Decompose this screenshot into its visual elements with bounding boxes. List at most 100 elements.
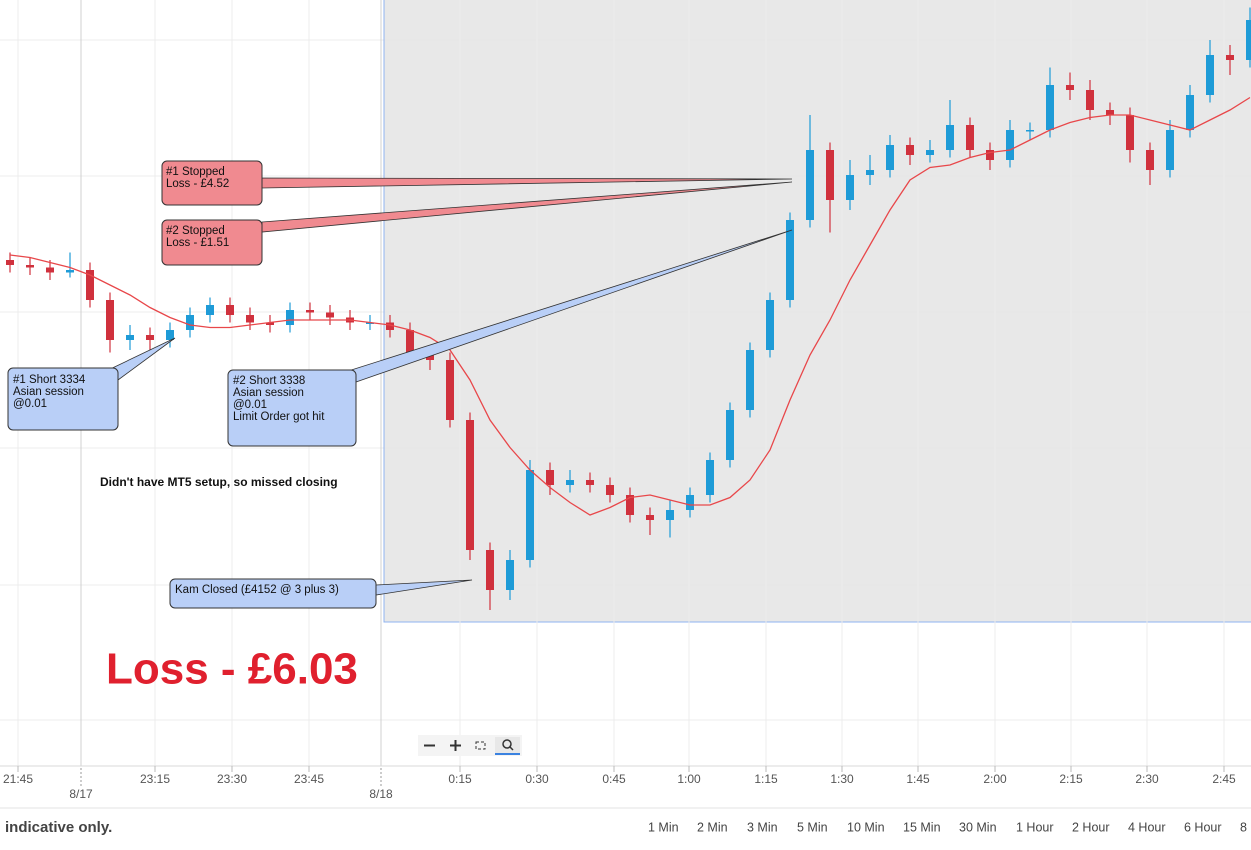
candle-body [306,310,314,313]
x-tick-label: 2:00 [983,772,1007,786]
zoom-out[interactable] [420,737,440,754]
interval-button[interactable]: 8 Hour [1240,820,1251,834]
candle-body [846,175,854,200]
annotation-line: @0.01 [13,398,47,410]
x-tick-label: 1:00 [677,772,701,786]
annotation-line: Kam Closed (£4152 @ 3 plus 3) [175,584,339,596]
candle-body [106,300,114,340]
interval-button[interactable]: 2 Min [697,820,728,834]
annotation-line: @0.01 [233,399,267,411]
interval-button[interactable]: 30 Min [959,820,997,834]
candle-body [766,300,774,350]
annotation-line: #2 Short 3338 [233,375,305,387]
callout-box [169,578,377,609]
candle-body [646,515,654,520]
zoom-controls [418,735,522,756]
annotation-line: Asian session [13,386,84,398]
candle-body [186,315,194,330]
candle-body [826,150,834,200]
plot [6,7,1251,610]
annotation-line: #1 Stopped [166,166,225,178]
interval-button[interactable]: 10 Min [847,820,885,834]
candle-body [1106,110,1114,115]
callout-box [7,367,119,431]
interval-button[interactable]: 6 Hour [1184,820,1222,834]
candle-body [1046,85,1054,130]
candle-body [546,470,554,485]
candle-body [966,125,974,150]
candle-body [1166,130,1174,170]
candle-body [886,145,894,170]
candle-body [986,150,994,160]
candle-body [126,335,134,340]
date-tick-label: 8/17 [69,787,93,801]
annotation-line: Loss - £1.51 [166,237,229,249]
x-tick-label: 2:45 [1212,772,1236,786]
interval-button[interactable]: 4 Hour [1128,820,1166,834]
candle-body [246,315,254,323]
candle-body [806,150,814,220]
candle-body [446,360,454,420]
vgrid-layer [17,0,1225,766]
candle-body [1246,20,1251,60]
candle-body [1186,95,1194,130]
annotation-line: Limit Order got hit [233,411,325,423]
candle-body [586,480,594,485]
x-tick-label: 0:30 [525,772,549,786]
interval-button[interactable]: 1 Min [648,820,679,834]
candle-body [366,322,374,324]
note: Didn't have MT5 setup, so missed closing [100,475,338,489]
candle-body [1206,55,1214,95]
annotation-line: Loss - £4.52 [166,178,229,190]
candle-body [866,170,874,175]
candle-body [626,495,634,515]
candle-body [166,330,174,340]
candle-body [606,485,614,495]
candle-body [226,305,234,315]
zoom-fit[interactable] [470,737,490,754]
candle-body [66,270,74,273]
x-tick-label: 1:15 [754,772,778,786]
disclaimer: indicative only. [5,819,112,836]
candle-body [906,145,914,155]
x-tick-label: 23:30 [217,772,247,786]
moving-average [9,96,1251,516]
candle-body [1146,150,1154,170]
candle-body [86,270,94,300]
candle-body [1066,85,1074,90]
candle-body [666,510,674,520]
candle-body [286,310,294,325]
candle-body [206,305,214,315]
candle-body [566,480,574,485]
candle-body [946,125,954,150]
x-tick-label: 0:45 [602,772,626,786]
annotation-line: #2 Stopped [166,225,225,237]
candle-body [386,322,394,330]
interval-button[interactable]: 3 Min [747,820,778,834]
interval-button[interactable]: 1 Hour [1016,820,1054,834]
candle-body [1086,90,1094,110]
zoom-in[interactable] [445,737,465,754]
interval-button[interactable]: 5 Min [797,820,828,834]
x-tick-label: 23:15 [140,772,170,786]
x-axis: 21:45 23:15 23:30 23:45 0:15 0:30 0:45 1:00 1:15… [3,766,1236,801]
x-tick-label: 1:45 [906,772,930,786]
candle-body [266,322,274,325]
annotations: #1 Stopped Loss - £4.52 #2 Stopped Loss … [7,160,793,609]
interval-button[interactable]: 2 Hour [1072,820,1110,834]
candle-body [1226,55,1234,60]
candle-body [6,260,14,265]
candle-body [526,470,534,560]
candle-body [746,350,754,410]
x-tick-label: 1:30 [830,772,854,786]
x-tick-label: 23:45 [294,772,324,786]
interval-bar: 1 Min 2 Min 3 Min 5 Min 10 Min 15 Min 30 Min 1 … [648,820,1251,834]
candle-body [406,330,414,353]
candle-body [1126,115,1134,150]
candle-body [726,410,734,460]
candle-body [1006,130,1014,160]
selection-area [383,0,1251,623]
interval-button[interactable]: 15 Min [903,820,941,834]
zoom-reset[interactable] [495,737,520,755]
